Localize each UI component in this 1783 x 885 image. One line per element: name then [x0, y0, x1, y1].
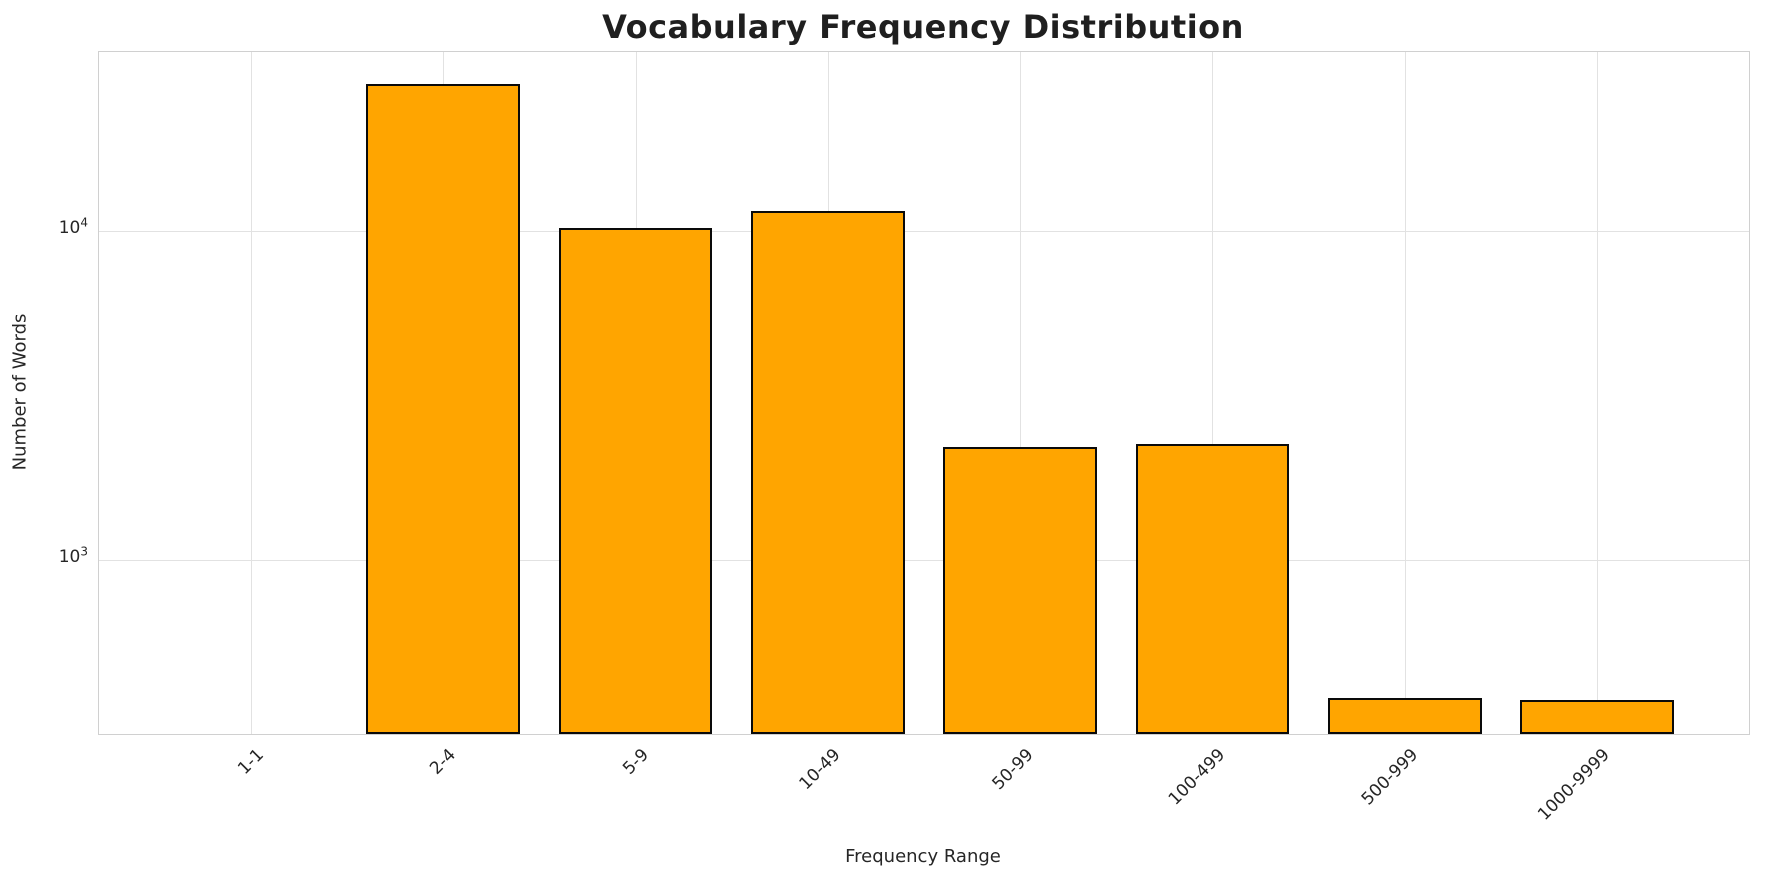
h-gridline: [99, 559, 1749, 561]
y-axis-label: Number of Words: [9, 313, 31, 471]
y-tick-label: 104: [58, 215, 88, 238]
x-tick-label: 500-999: [1357, 745, 1422, 810]
x-tick-label: 2-4: [426, 745, 461, 779]
y-tick-label: 103: [58, 544, 88, 567]
bar-10-49: [750, 210, 905, 734]
x-axis-label: Frequency Range: [845, 846, 1001, 867]
bar-500-999: [1327, 697, 1482, 734]
bar-1000-9999: [1520, 699, 1674, 734]
x-tick-label: 1-1: [234, 745, 269, 779]
v-gridline: [1404, 52, 1406, 734]
x-tick-label: 1000-9999: [1534, 745, 1615, 825]
x-tick-label: 10-49: [795, 745, 846, 795]
v-gridline: [250, 52, 252, 734]
plot-area: [98, 51, 1750, 735]
bar-2-4: [366, 83, 521, 734]
v-gridline: [1020, 52, 1022, 734]
x-tick-label: 5-9: [618, 745, 653, 779]
bar-50-99: [943, 447, 1098, 734]
v-gridline: [1212, 52, 1214, 734]
x-tick-label: 100-499: [1165, 745, 1230, 810]
chart-title: Vocabulary Frequency Distribution: [602, 8, 1244, 46]
bar-5-9: [558, 228, 713, 734]
bar-100-499: [1135, 443, 1290, 734]
v-gridline: [1597, 52, 1599, 734]
h-gridline: [99, 230, 1749, 232]
x-tick-label: 50-99: [988, 745, 1038, 795]
